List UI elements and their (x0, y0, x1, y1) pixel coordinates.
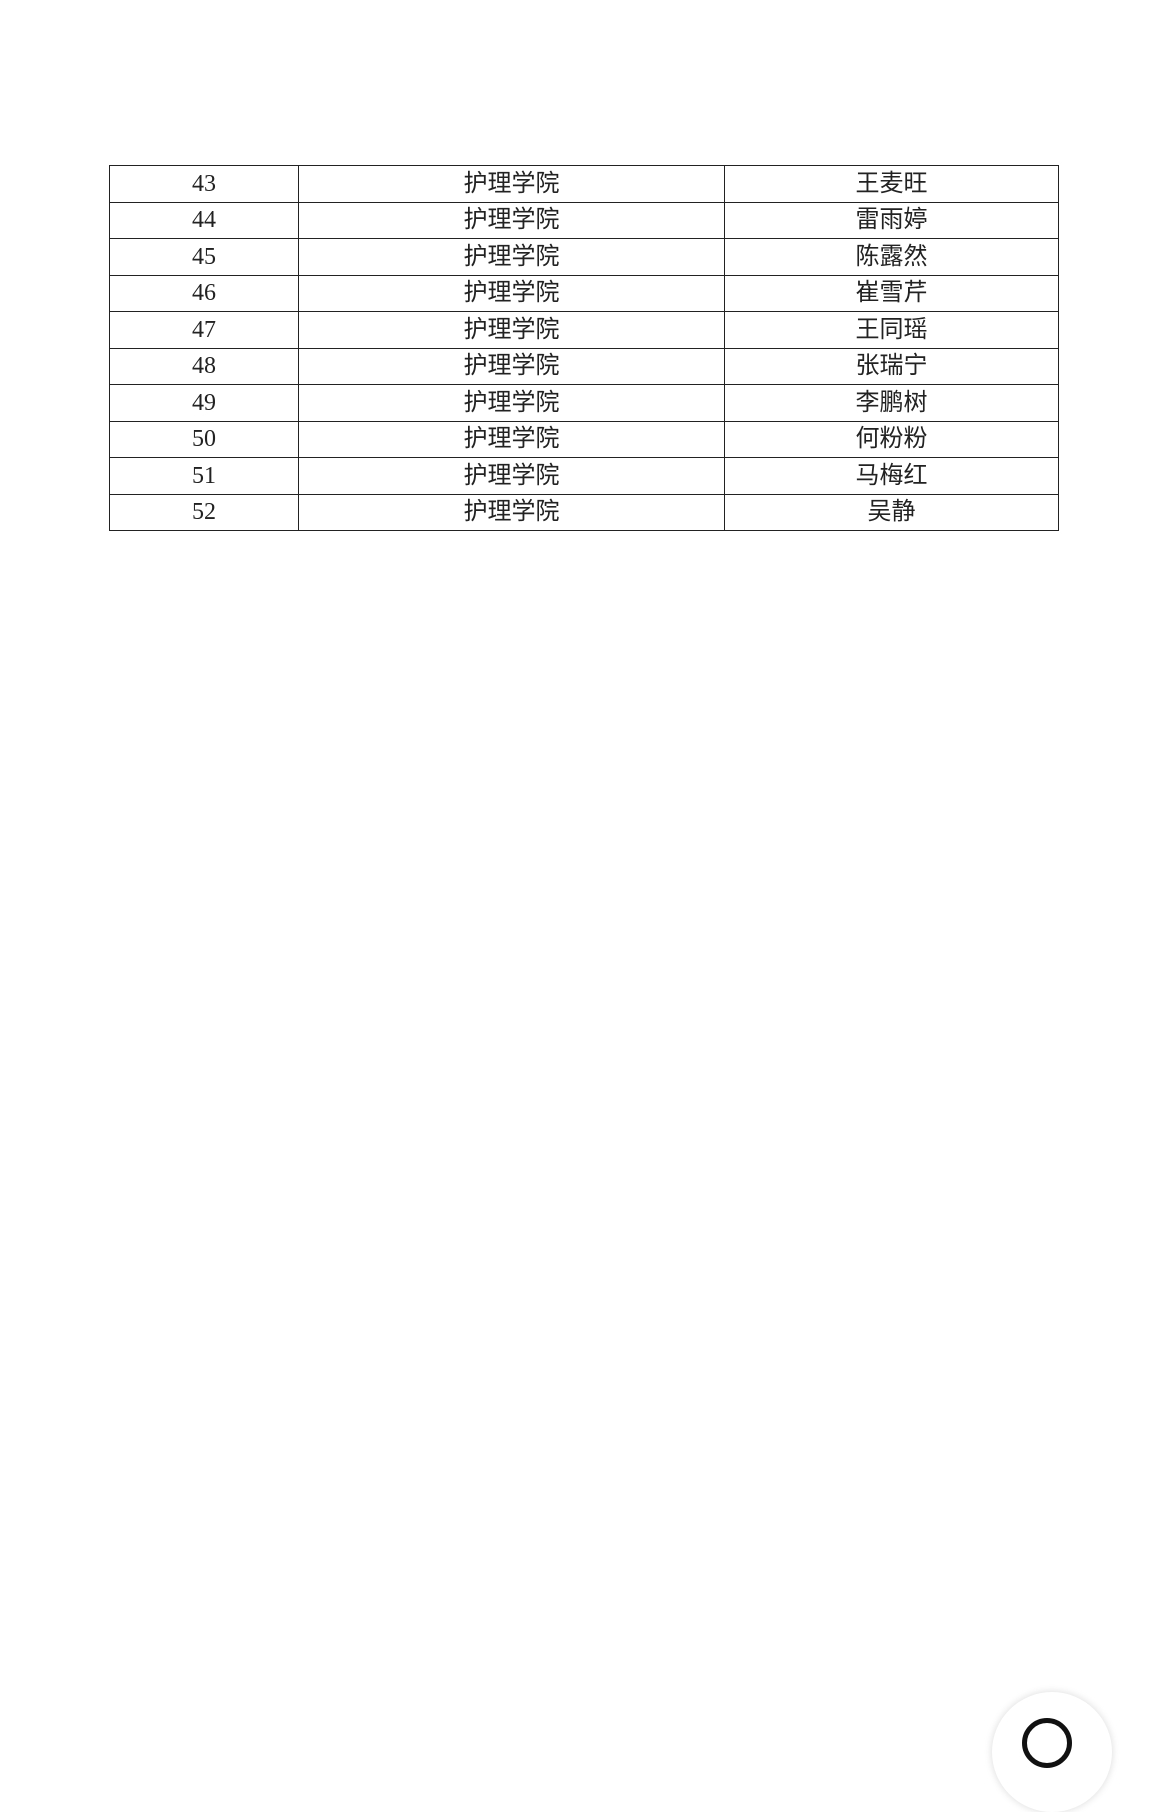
student-name: 陈露然 (724, 238, 1059, 276)
college: 护理学院 (298, 384, 725, 422)
row-number: 47 (109, 311, 299, 349)
student-name: 李鹏树 (724, 384, 1059, 422)
row-number: 51 (109, 457, 299, 495)
college: 护理学院 (298, 274, 725, 312)
student-name: 雷雨婷 (724, 201, 1059, 239)
college: 护理学院 (298, 311, 725, 349)
table-row: 51 护理学院 马梅红 (109, 457, 1059, 495)
table-row: 47 护理学院 王同瑶 (109, 311, 1059, 349)
row-number: 44 (109, 201, 299, 239)
table-row: 46 护理学院 崔雪芹 (109, 274, 1059, 312)
row-number: 49 (109, 384, 299, 422)
student-name: 马梅红 (724, 457, 1059, 495)
table-row: 44 护理学院 雷雨婷 (109, 201, 1059, 239)
student-name: 何粉粉 (724, 420, 1059, 458)
college: 护理学院 (298, 457, 725, 495)
row-number: 45 (109, 238, 299, 276)
page: 43 护理学院 王麦旺 44 护理学院 雷雨婷 45 护理学院 陈露然 46 护理学院 崔雪芹 47 护理… (109, 165, 1072, 1768)
student-name: 王同瑶 (724, 311, 1059, 349)
row-number: 50 (109, 420, 299, 458)
table-row: 52 护理学院 吴静 (109, 493, 1059, 531)
student-name: 崔雪芹 (724, 274, 1059, 312)
student-name: 王麦旺 (724, 165, 1059, 203)
name-table: 43 护理学院 王麦旺 44 护理学院 雷雨婷 45 护理学院 陈露然 46 护理学院 崔雪芹 47 护理… (109, 165, 1059, 531)
college: 护理学院 (298, 420, 725, 458)
row-number: 43 (109, 165, 299, 203)
table-row: 50 护理学院 何粉粉 (109, 420, 1059, 458)
table-row: 45 护理学院 陈露然 (109, 238, 1059, 276)
college: 护理学院 (298, 493, 725, 531)
row-number: 52 (109, 493, 299, 531)
college: 护理学院 (298, 201, 725, 239)
table-row: 43 护理学院 王麦旺 (109, 165, 1059, 203)
floating-button-icon (1022, 1718, 1072, 1768)
table-row: 48 护理学院 张瑞宁 (109, 347, 1059, 385)
row-number: 46 (109, 274, 299, 312)
college: 护理学院 (298, 238, 725, 276)
college: 护理学院 (298, 165, 725, 203)
student-name: 吴静 (724, 493, 1059, 531)
college: 护理学院 (298, 347, 725, 385)
student-name: 张瑞宁 (724, 347, 1059, 385)
table-body: 43 护理学院 王麦旺 44 护理学院 雷雨婷 45 护理学院 陈露然 46 护理学院 崔雪芹 47 护理… (109, 165, 1059, 531)
row-number: 48 (109, 347, 299, 385)
table-row: 49 护理学院 李鹏树 (109, 384, 1059, 422)
